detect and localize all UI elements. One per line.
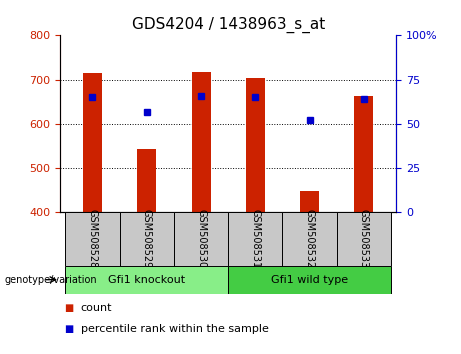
- Bar: [246, 78, 265, 212]
- Bar: [283, 212, 337, 266]
- Bar: [120, 212, 174, 266]
- Title: GDS4204 / 1438963_s_at: GDS4204 / 1438963_s_at: [131, 16, 325, 33]
- Bar: [174, 212, 228, 266]
- Text: GSM508530: GSM508530: [196, 209, 206, 269]
- Bar: [355, 96, 373, 212]
- Bar: [228, 266, 391, 294]
- Text: percentile rank within the sample: percentile rank within the sample: [81, 324, 269, 334]
- Text: genotype/variation: genotype/variation: [5, 275, 97, 285]
- Bar: [228, 212, 283, 266]
- Text: GSM508533: GSM508533: [359, 209, 369, 269]
- Bar: [337, 212, 391, 266]
- Text: GSM508528: GSM508528: [88, 209, 97, 269]
- Text: GSM508531: GSM508531: [250, 209, 260, 269]
- Text: count: count: [81, 303, 112, 313]
- Bar: [65, 266, 228, 294]
- Text: GSM508529: GSM508529: [142, 209, 152, 269]
- Text: Gfi1 wild type: Gfi1 wild type: [271, 275, 348, 285]
- Bar: [300, 191, 319, 212]
- Text: ■: ■: [65, 303, 74, 313]
- Text: Gfi1 knockout: Gfi1 knockout: [108, 275, 185, 285]
- Bar: [65, 212, 120, 266]
- Text: ■: ■: [65, 324, 74, 334]
- Bar: [137, 149, 156, 212]
- Bar: [83, 73, 102, 212]
- Bar: [192, 72, 211, 212]
- Text: GSM508532: GSM508532: [305, 209, 314, 269]
